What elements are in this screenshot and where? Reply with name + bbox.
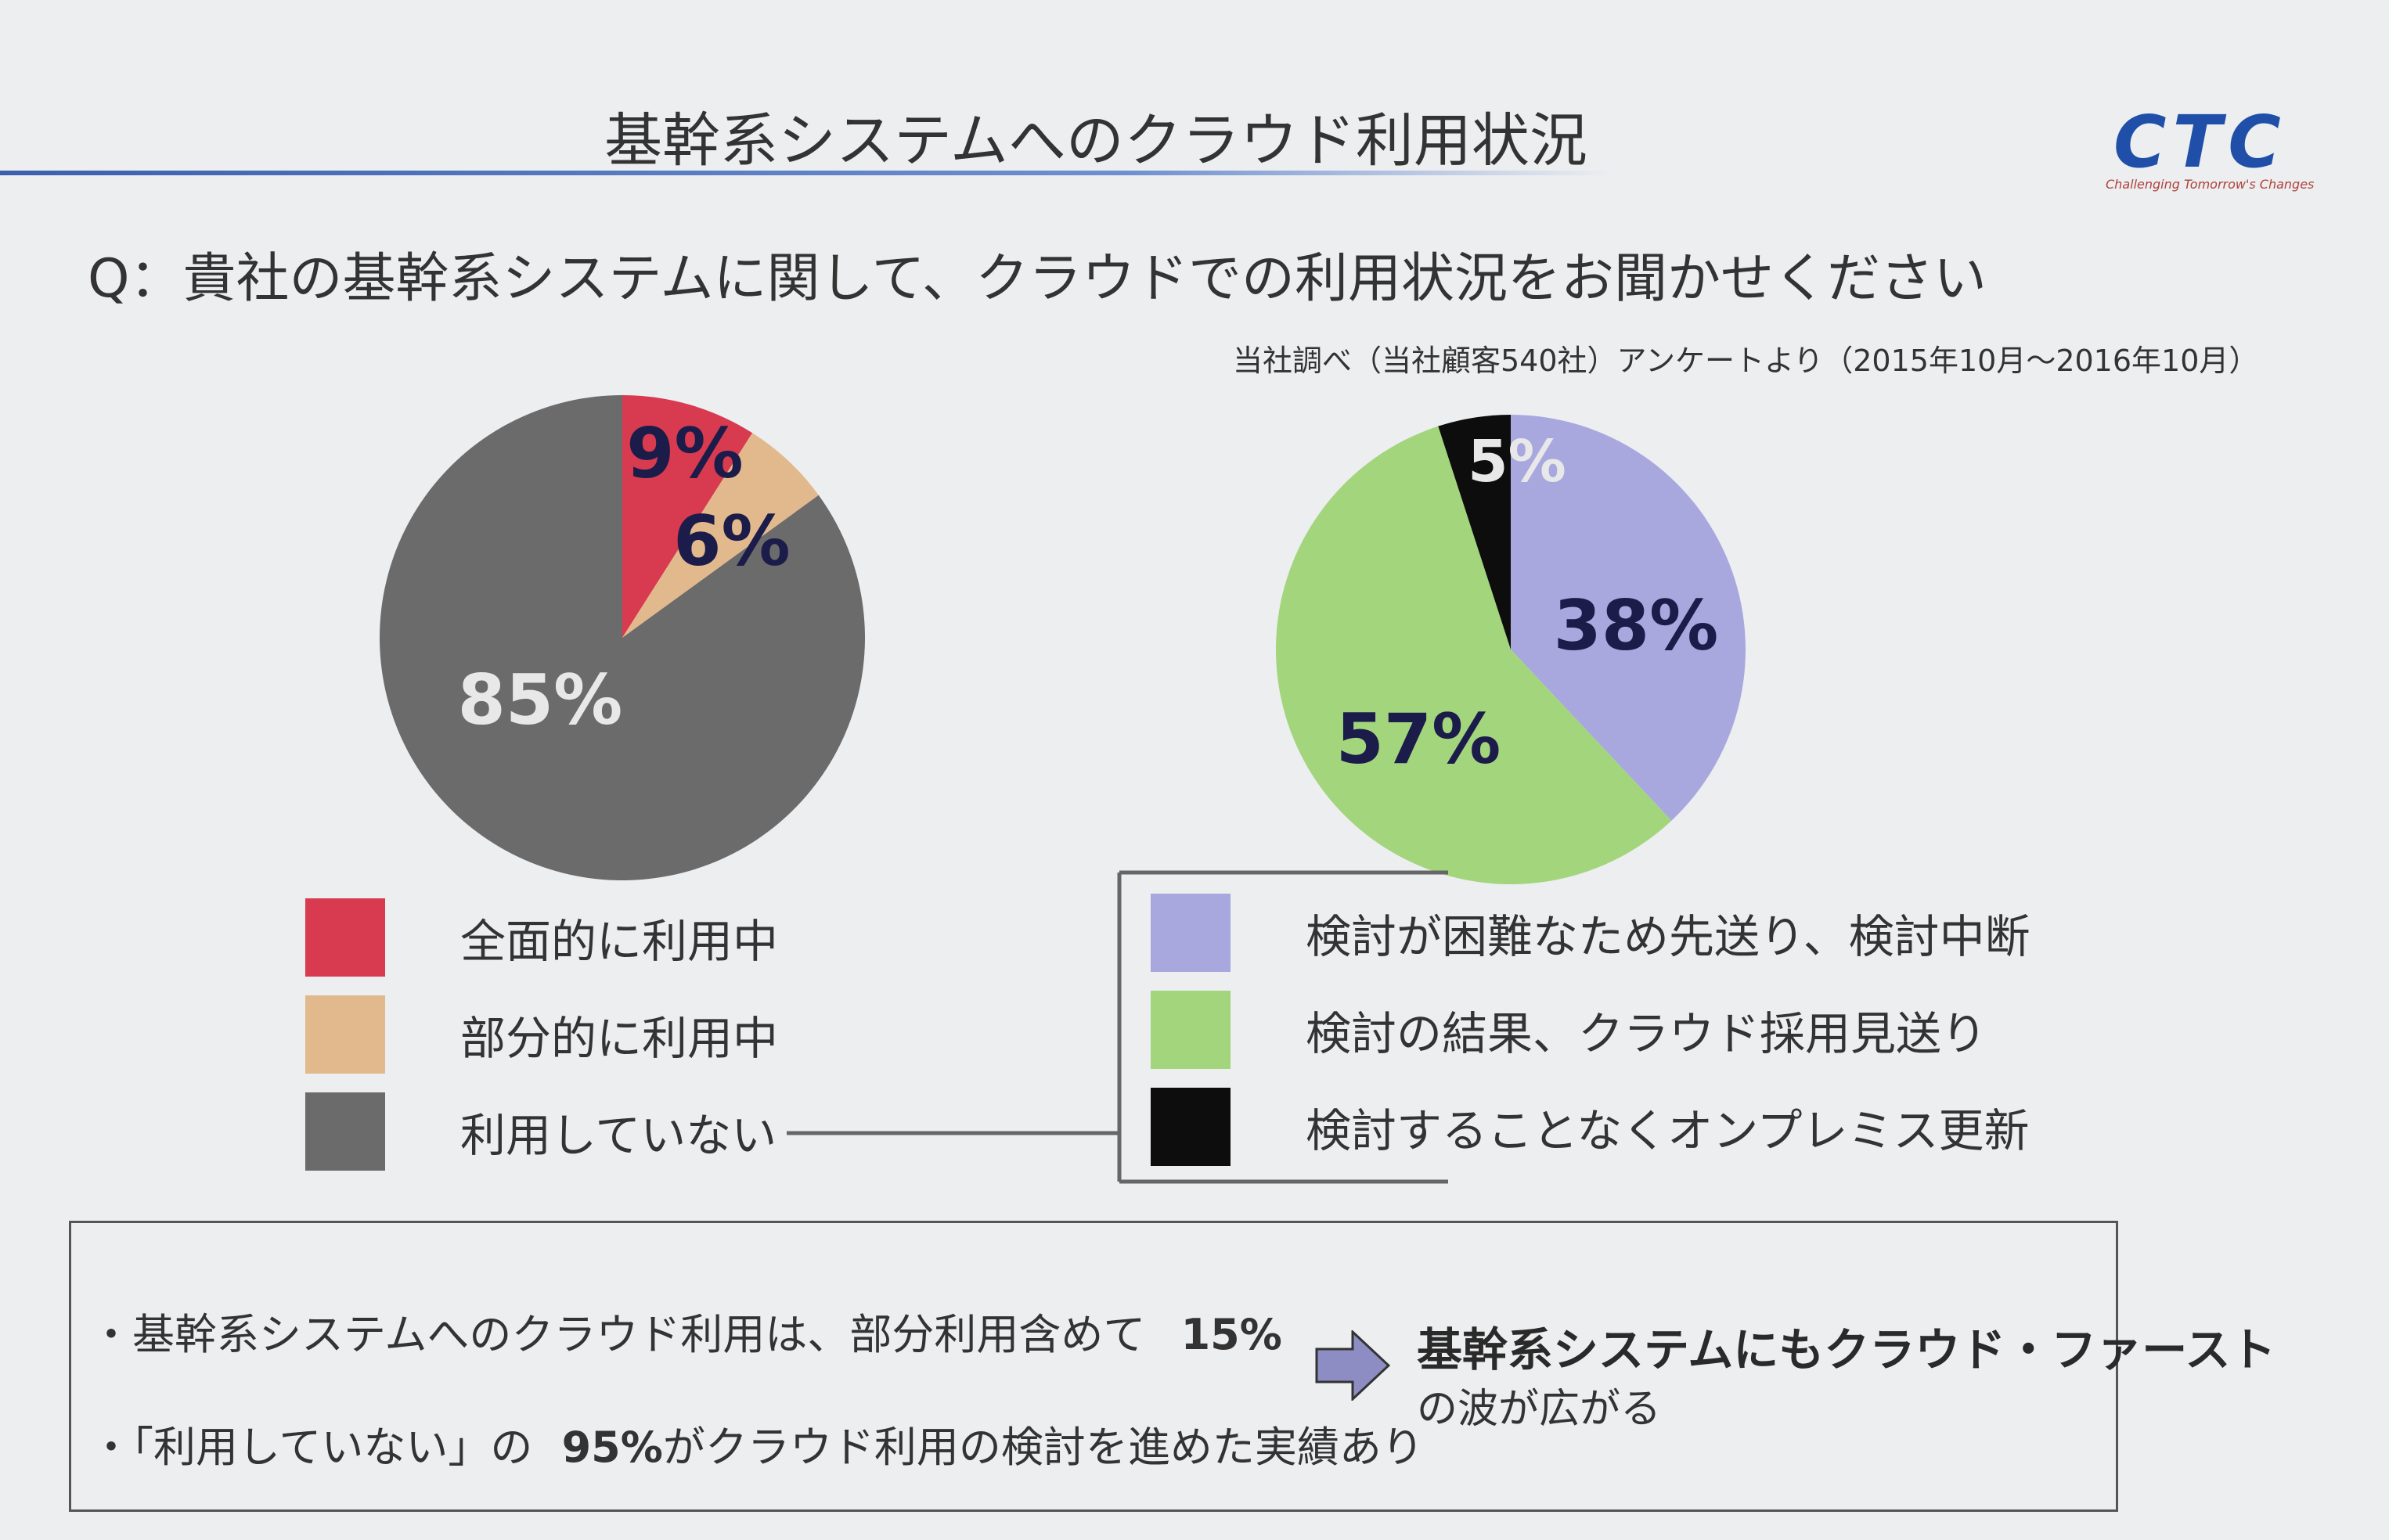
conclusion-box: ・基幹系システムへのクラウド利用は、部分利用含めて 15% ・「利用していない」… bbox=[69, 1221, 2118, 1512]
legend-label: 利用していない bbox=[460, 1109, 777, 1162]
legend-item-full-use: 全面的に利用中 bbox=[305, 898, 778, 977]
bullet-value: 95% bbox=[561, 1423, 663, 1472]
bullet-text: がクラウド利用の検討を進めた実績あり bbox=[662, 1423, 1424, 1472]
legend-item-rejected: 検討の結果、クラウド採用見送り bbox=[1151, 991, 2030, 1069]
source-note: 当社調べ（当社顧客540社）アンケートより（2015年10月～2016年10月） bbox=[1233, 344, 2259, 378]
legend-swatch bbox=[1151, 894, 1231, 972]
legend-label: 検討が困難なため先送り、検討中断 bbox=[1306, 910, 2030, 963]
legend-swatch bbox=[305, 1092, 385, 1171]
question-text: Q：貴社の基幹系システムに関して、クラウドでの利用状況をお聞かせください bbox=[88, 248, 1987, 310]
pie-slice bbox=[1438, 415, 1511, 649]
pie-data-label: 9% bbox=[626, 413, 743, 494]
legend-swatch bbox=[305, 995, 385, 1074]
bullet-value: 15% bbox=[1180, 1310, 1282, 1359]
ctc-logo: CTC bbox=[2113, 100, 2287, 184]
slide-title: 基幹系システムへのクラウド利用状況 bbox=[604, 107, 1587, 175]
legend-label: 検討することなくオンプレミス更新 bbox=[1306, 1104, 2030, 1157]
legend-swatch bbox=[1151, 1088, 1231, 1166]
title-rule bbox=[0, 171, 1612, 175]
pie-data-label: 6% bbox=[673, 501, 790, 581]
legend-item-partial-use: 部分的に利用中 bbox=[305, 995, 778, 1074]
legend-item-onpremise: 検討することなくオンプレミス更新 bbox=[1151, 1088, 2030, 1166]
pie-data-label: 57% bbox=[1336, 699, 1501, 779]
legend-swatch bbox=[305, 898, 385, 977]
pie-slice bbox=[622, 433, 819, 638]
bullet-text: ・「利用していない」の bbox=[90, 1423, 533, 1472]
pie-data-label: 5% bbox=[1468, 428, 1566, 495]
right-arrow-icon bbox=[1315, 1330, 1390, 1401]
bullet-cloud-usage: ・基幹系システムへのクラウド利用は、部分利用含めて 15% bbox=[90, 1300, 1282, 1362]
legend-label: 全面的に利用中 bbox=[460, 915, 779, 968]
pie-chart-non-users: 38% 57% 5% bbox=[1275, 415, 1746, 884]
pie-slice bbox=[380, 395, 865, 880]
pie-data-label: 38% bbox=[1554, 585, 1719, 666]
legend-swatch bbox=[1151, 991, 1231, 1069]
pie-data-label: 85% bbox=[458, 660, 623, 740]
pie-chart-cloud-usage: 9%6% 85% bbox=[380, 395, 865, 880]
legend-item-not-used: 利用していない bbox=[305, 1092, 778, 1171]
legend-label: 検討の結果、クラウド採用見送り bbox=[1306, 1007, 1987, 1060]
conclusion-headline: 基幹系システムにもクラウド・ファースト bbox=[1417, 1323, 2276, 1376]
bullet-text: ・基幹系システムへのクラウド利用は、部分利用含めて bbox=[90, 1310, 1146, 1359]
legend-connector bbox=[787, 870, 1448, 1184]
bullet-not-used: ・「利用していない」の 95%がクラウド利用の検討を進めた実績あり bbox=[90, 1412, 1424, 1474]
legend-left: 全面的に利用中 部分的に利用中 利用していない bbox=[305, 898, 778, 1189]
legend-label: 部分的に利用中 bbox=[460, 1012, 779, 1065]
logo-tagline: Challenging Tomorrow's Changes bbox=[2106, 177, 2315, 192]
pie-slice bbox=[1511, 415, 1746, 821]
pie-slice bbox=[1275, 426, 1672, 884]
legend-item-postponed: 検討が困難なため先送り、検討中断 bbox=[1151, 894, 2030, 972]
pie-slice bbox=[622, 395, 753, 638]
conclusion-subline: の波が広がる bbox=[1417, 1386, 1662, 1433]
legend-right: 検討が困難なため先送り、検討中断 検討の結果、クラウド採用見送り 検討することな… bbox=[1151, 894, 2030, 1185]
